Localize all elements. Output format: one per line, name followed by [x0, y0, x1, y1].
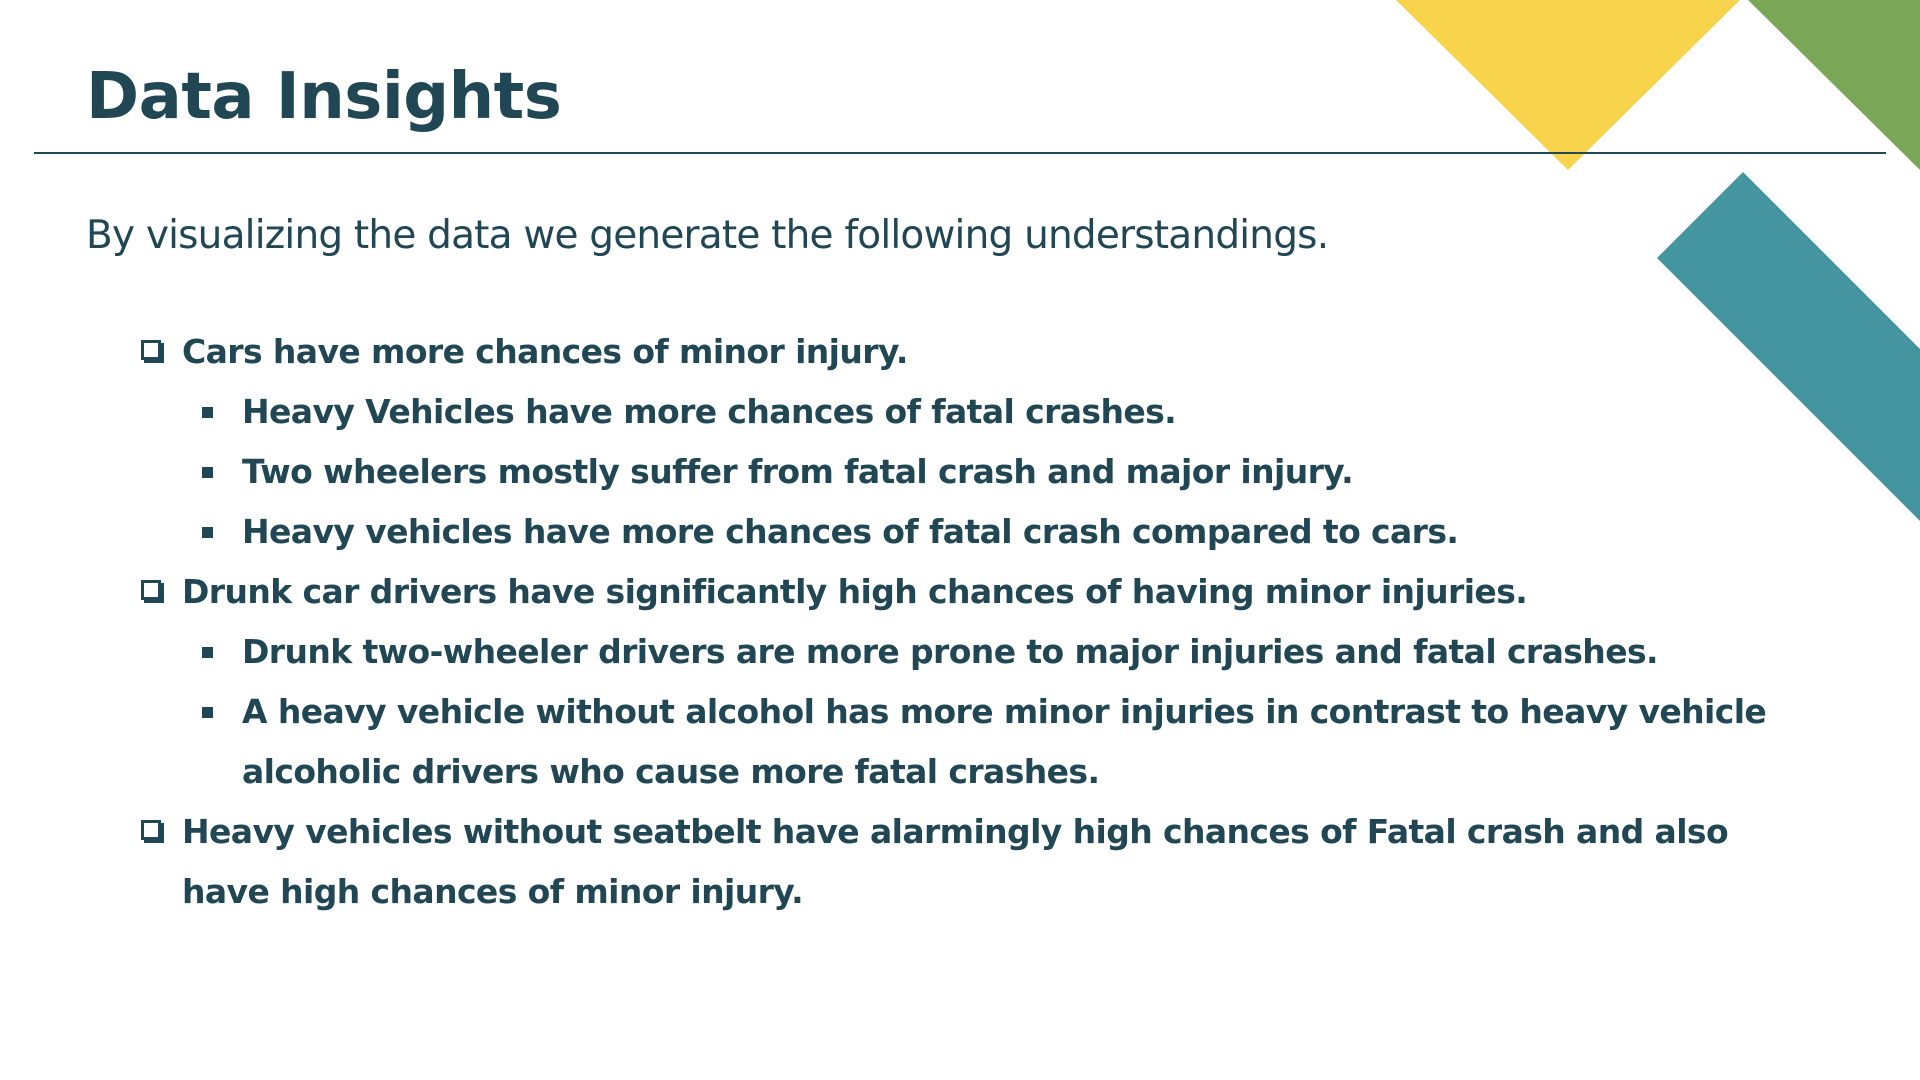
square-bullet-icon [202, 407, 213, 418]
square-bullet-icon [202, 647, 213, 658]
sub-bullet-item: Two wheelers mostly suffer from fatal cr… [140, 442, 1780, 502]
sub-bullet-item: A heavy vehicle without alcohol has more… [140, 682, 1780, 802]
square-bullet-icon [202, 707, 213, 718]
bullet-item: Drunk car drivers have significantly hig… [140, 562, 1780, 622]
sub-bullet-item: Heavy vehicles have more chances of fata… [140, 502, 1780, 562]
slide-title: Data Insights [86, 60, 562, 134]
slide-subtitle: By visualizing the data we generate the … [86, 213, 1329, 258]
bullet-text: Heavy vehicles without seatbelt have ala… [182, 812, 1729, 911]
green-triangle-shape [1748, 0, 1920, 170]
bullet-item: Cars have more chances of minor injury. [140, 322, 1780, 382]
yellow-triangle-shape [1396, 0, 1740, 170]
bullet-item: Heavy vehicles without seatbelt have ala… [140, 802, 1780, 922]
teal-stripe-shape [1657, 172, 1920, 521]
square-bullet-icon [202, 527, 213, 538]
sub-bullet-item: Drunk two-wheeler drivers are more prone… [140, 622, 1780, 682]
bullet-text: Drunk car drivers have significantly hig… [182, 572, 1528, 611]
insights-bullet-list: Cars have more chances of minor injury. … [140, 322, 1780, 922]
square-bullet-icon [202, 467, 213, 478]
sub-bullet-item: Heavy Vehicles have more chances of fata… [140, 382, 1780, 442]
sub-bullet-text: Heavy vehicles have more chances of fata… [242, 512, 1459, 551]
checkbox-bullet-icon [141, 820, 161, 840]
checkbox-bullet-icon [141, 340, 161, 360]
sub-bullet-text: Drunk two-wheeler drivers are more prone… [242, 632, 1659, 671]
bullet-text: Cars have more chances of minor injury. [182, 332, 908, 371]
title-divider [34, 152, 1886, 154]
sub-bullet-text: A heavy vehicle without alcohol has more… [242, 692, 1767, 791]
sub-bullet-text: Two wheelers mostly suffer from fatal cr… [242, 452, 1354, 491]
sub-bullet-text: Heavy Vehicles have more chances of fata… [242, 392, 1177, 431]
checkbox-bullet-icon [141, 580, 161, 600]
